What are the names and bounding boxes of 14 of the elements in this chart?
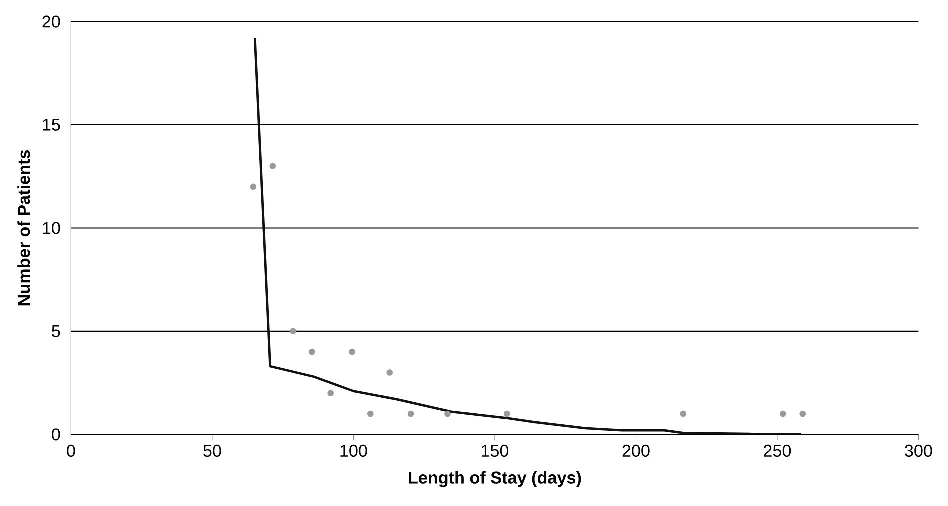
x-tick-label: 0 — [67, 445, 76, 458]
y-tick-label: 15 — [43, 119, 60, 132]
x-axis-title: Length of Stay (days) — [409, 471, 582, 488]
x-tick-label: 150 — [482, 445, 509, 458]
x-tick-label: 300 — [905, 445, 932, 458]
y-tick-label: 10 — [43, 222, 60, 234]
y-axis-title: Number of Patients — [18, 150, 30, 306]
y-tick-label: 0 — [52, 428, 60, 441]
y-tick-label: 20 — [42, 16, 60, 28]
x-tick-label: 50 — [204, 445, 222, 458]
y-tick-label: 5 — [52, 326, 60, 338]
x-tick-label: 250 — [764, 445, 792, 458]
x-tick-label: 200 — [622, 445, 650, 458]
x-tick-label: 100 — [340, 445, 368, 458]
